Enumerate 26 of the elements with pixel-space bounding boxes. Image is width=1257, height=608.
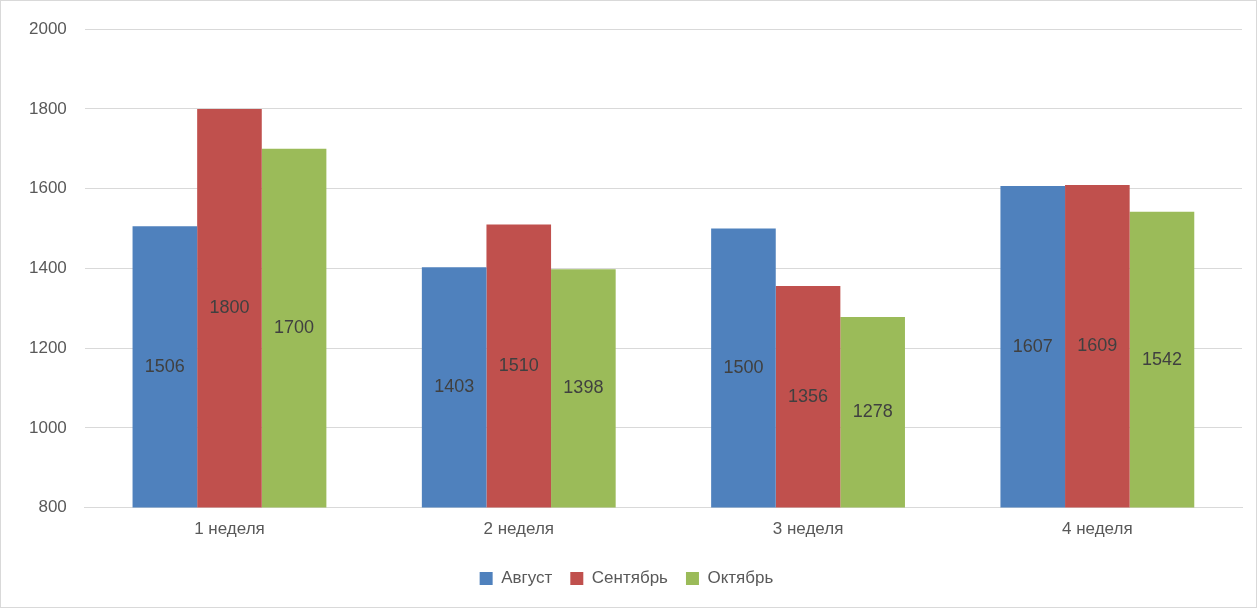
x-tick-label: 3 неделя: [772, 519, 844, 539]
data-label: 1607: [1012, 335, 1053, 356]
data-label: 1700: [274, 317, 315, 338]
data-label: 1403: [434, 376, 475, 397]
y-tick-label: 800: [38, 497, 67, 517]
data-label: 1609: [1077, 335, 1118, 356]
legend-label: Август: [501, 568, 553, 588]
y-tick-label: 1200: [28, 337, 67, 357]
y-tick-label: 1000: [28, 417, 67, 437]
x-tick-label: 2 неделя: [483, 519, 555, 539]
data-label: 1356: [788, 385, 829, 406]
data-label: 1500: [723, 357, 764, 378]
data-label: 1510: [498, 355, 539, 376]
data-label: 1542: [1141, 348, 1182, 369]
x-tick-label: 1 неделя: [194, 519, 265, 539]
y-tick-label: 1800: [28, 98, 67, 118]
legend-label: Сентябрь: [591, 568, 669, 588]
data-label: 1506: [144, 355, 185, 376]
data-label: 1398: [563, 377, 604, 398]
data-label: 1800: [209, 297, 250, 318]
y-tick-label: 2000: [28, 18, 67, 38]
x-tick-label: 4 неделя: [1062, 519, 1133, 539]
y-tick-label: 1400: [28, 258, 67, 278]
legend-label: Октябрь: [707, 568, 774, 588]
y-tick-label: 1600: [28, 178, 67, 198]
data-label: 1278: [852, 401, 893, 422]
